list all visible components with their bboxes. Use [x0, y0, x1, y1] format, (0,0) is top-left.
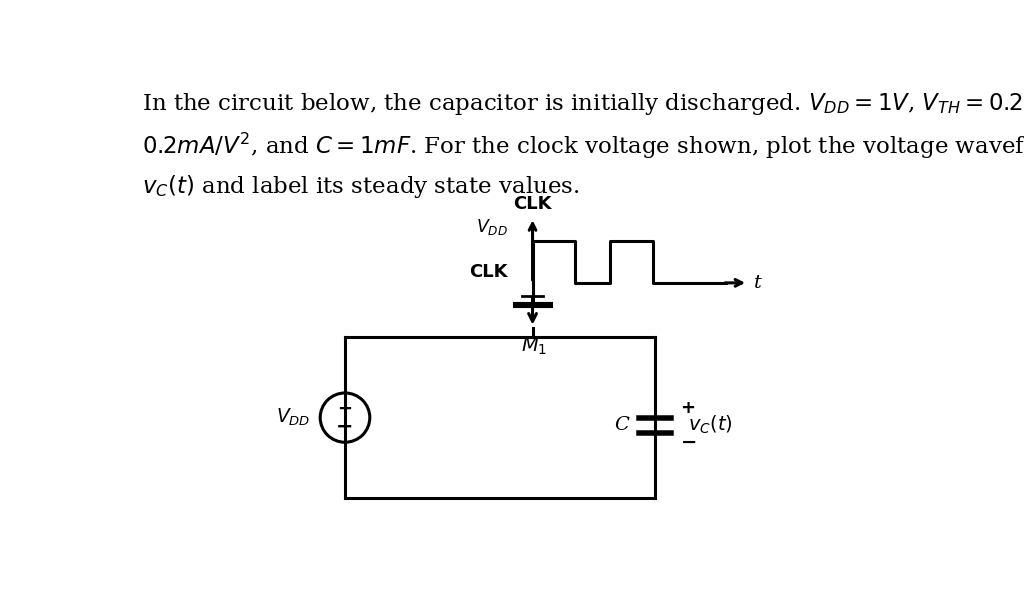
Text: $M_1$: $M_1$: [521, 335, 547, 356]
Text: t: t: [755, 274, 762, 292]
Text: CLK: CLK: [469, 264, 508, 282]
Text: $V_{DD}$: $V_{DD}$: [276, 407, 311, 428]
Text: $v_C(t)$: $v_C(t)$: [688, 414, 733, 437]
Text: +: +: [681, 400, 695, 418]
Text: $0.2mA/V^2$, and $C = 1mF$. For the clock voltage shown, plot the voltage wavefo: $0.2mA/V^2$, and $C = 1mF$. For the cloc…: [142, 131, 1024, 161]
Text: −: −: [336, 417, 353, 437]
Text: +: +: [338, 400, 352, 418]
Text: CLK: CLK: [513, 195, 552, 213]
Text: $V_{DD}$: $V_{DD}$: [476, 217, 508, 237]
Text: −: −: [681, 432, 697, 452]
Text: $v_C(t)$ and label its steady state values.: $v_C(t)$ and label its steady state valu…: [142, 173, 580, 199]
Text: C: C: [614, 416, 630, 434]
Text: In the circuit below, the capacitor is initially discharged. $V_{DD} = 1V$, $V_{: In the circuit below, the capacitor is i…: [142, 90, 1024, 117]
